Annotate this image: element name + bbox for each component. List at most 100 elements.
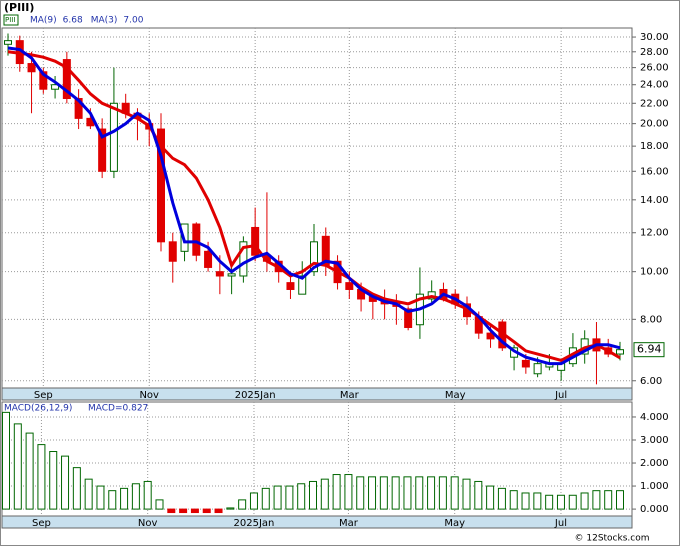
x-tick-label: Sep [32,518,51,529]
macd-label: MACD=0.827 [88,404,148,414]
macd-bar [202,508,211,514]
y-tick-label: 26.00 [640,63,669,74]
macd-bar [309,480,317,510]
macd-bar [49,451,58,510]
y-tick-label: 1.000 [640,481,669,492]
macd-bar [556,494,565,510]
last-price-label: 6.94 [637,343,662,356]
candle-body [51,84,60,90]
macd-bar [320,478,329,510]
macd-bar [438,476,447,510]
x-tick-label: Jul [554,390,567,401]
macd-bar [120,487,129,510]
ma-line [7,50,621,363]
candle-body [404,308,413,328]
macd-bar [474,480,483,510]
macd-bar [37,444,46,510]
macd-bar [61,455,70,510]
macd-title: MACD(26,12,9) [4,404,72,414]
y-tick-label: 2.000 [640,458,669,469]
x-tick-label: Jul [554,518,567,529]
plot-area [1,27,633,389]
x-tick-label: May [445,390,466,401]
candle-body [286,282,295,290]
macd-bar [13,423,22,510]
candle-body [215,271,224,277]
macd-bar [167,508,176,514]
candle-body [204,250,213,268]
macd-bar [616,490,624,510]
x-tick-label: Sep [34,390,53,401]
macd-bar [450,476,459,510]
y-tick-label: 24.00 [640,80,669,91]
macd-bar [592,490,601,510]
legend-symbol: PIII [5,16,15,24]
macd-bar [72,467,81,510]
candle-body [62,59,71,99]
candle-body [345,282,354,290]
candle-body [239,241,248,277]
macd-bar [261,487,270,510]
y-tick-label: 22.00 [640,98,669,109]
macd-bar [545,494,554,510]
legend-value: 7.00 [123,16,143,26]
y-tick-label: 6.00 [640,376,662,387]
candle-body [486,332,495,340]
macd-bar [580,492,589,510]
last-price-box [633,342,665,358]
candle-body [192,223,201,256]
macd-bar [391,476,400,510]
macd-bar [533,492,542,510]
macd-bar [521,492,530,510]
x-tick-label: Nov [139,390,159,401]
y-tick-label: 18.00 [640,141,669,152]
macd-bar [96,485,105,510]
macd-bar [297,483,306,510]
macd-bar [604,490,613,510]
x-tick-label: Mar [340,390,360,401]
macd-bar [143,480,152,510]
macd-bar [131,483,140,510]
y-tick-label: 8.00 [640,314,662,325]
macd-bar [84,478,93,510]
x-tick-label: 2025Jan [234,518,275,529]
macd-bar [403,476,412,510]
macd-bar [486,485,495,510]
macd-bar [379,476,388,510]
macd-bar [179,508,188,514]
candle-body [157,128,165,243]
x-tick-label: Nov [138,518,158,529]
x-tick-label: 2025Jan [235,390,276,401]
macd-bar [226,507,235,510]
ma-line [7,46,621,366]
y-tick-label: 28.00 [640,47,669,58]
candle-body [4,40,12,45]
x-axis-band [1,515,633,529]
x-tick-label: Mar [339,518,359,529]
candle-body [98,128,107,172]
legend-value: 6.68 [63,16,83,26]
candle-body [168,241,177,262]
candle-body [27,63,36,73]
candle-body [616,349,624,355]
macd-bar [273,485,282,510]
candle-body [521,359,530,368]
macd-bar [368,476,377,510]
macd-bar [497,487,506,510]
y-tick-label: 4.000 [640,412,669,423]
y-tick-label: 10.00 [640,267,669,278]
macd-bar [25,432,34,510]
y-tick-label: 16.00 [640,166,669,177]
legend-icon [3,14,19,26]
candle-body [251,226,260,256]
macd-bar [332,474,341,510]
y-tick-label: 14.00 [640,195,669,206]
macd-bar [190,508,199,514]
legend-name: MA(3) [91,16,118,26]
macd-bar [249,492,258,510]
macd-bar [285,485,294,510]
macd-bar [509,490,518,510]
macd-bar [568,494,577,510]
candle-body [227,273,236,277]
